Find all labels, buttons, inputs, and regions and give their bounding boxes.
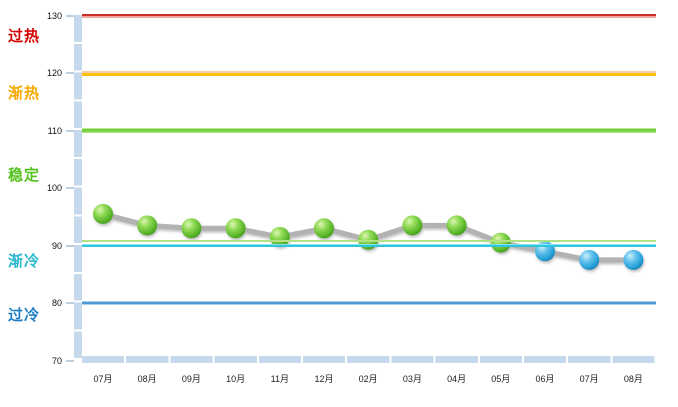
y-axis-tick-label: 100 [46,183,62,193]
data-point-08月[interactable] [137,215,158,236]
x-axis-month-label: 09月 [181,374,201,384]
zone-boundary-line-green [82,128,656,133]
x-axis-month-label: 07月 [93,374,113,384]
x-axis-month-label: 04月 [447,374,467,384]
y-axis-tick-label: 130 [46,10,62,21]
y-axis-tick-label: 80 [51,298,62,308]
x-axis-month-label: 03月 [402,374,422,384]
data-point-07月[interactable] [93,203,113,224]
y-axis-tick-mark [66,302,74,304]
x-axis-month-label: 02月 [358,374,378,384]
y-axis-tick-label: 110 [47,125,62,136]
y-axis-tick-mark [66,129,74,132]
y-axis-tick-mark [66,72,74,74]
data-point-07月[interactable] [579,249,600,270]
zone-boundary-line-amber [82,70,656,76]
x-axis-month-label: 08月 [623,374,643,384]
x-axis-month-label: 10月 [226,374,246,384]
y-axis-tick-label: 120 [46,68,62,78]
x-axis-month-label: 12月 [314,374,334,384]
x-axis-month-label: 08月 [137,374,157,384]
zone-label: 过冷 [8,307,41,325]
x-axis-month-label: 06月 [535,374,555,384]
data-point-03月[interactable] [402,215,423,236]
x-axis-month-label: 11月 [270,374,289,384]
y-axis-tick-mark [66,244,74,247]
zone-boundary-line-blue [82,301,656,305]
zone-boundary-line-red [82,13,656,18]
y-axis-tick-label: 90 [51,240,62,251]
y-axis-tick-mark [66,359,74,362]
y-axis-tick-mark [66,187,74,189]
data-point-09月[interactable] [181,218,202,239]
x-axis [82,356,656,363]
data-point-12月[interactable] [314,218,334,239]
y-axis [74,15,82,360]
y-axis-tick-label: 70 [51,355,62,366]
zone-boundary-line-lightgreen [82,240,656,243]
data-point-04月[interactable] [446,215,467,236]
zone-label: 过热 [8,28,41,46]
y-axis-tick-mark [66,14,74,17]
data-point-10月[interactable] [225,218,246,239]
x-axis-month-label: 05月 [491,374,511,384]
data-point-05月[interactable] [490,232,511,253]
zone-label: 渐热 [8,85,41,103]
zone-label: 稳定 [8,166,41,184]
data-point-08月[interactable] [623,249,644,270]
zone-boundary-line-cyan [82,244,656,247]
x-axis-month-label: 07月 [579,374,599,384]
zone-label: 渐冷 [8,253,41,271]
